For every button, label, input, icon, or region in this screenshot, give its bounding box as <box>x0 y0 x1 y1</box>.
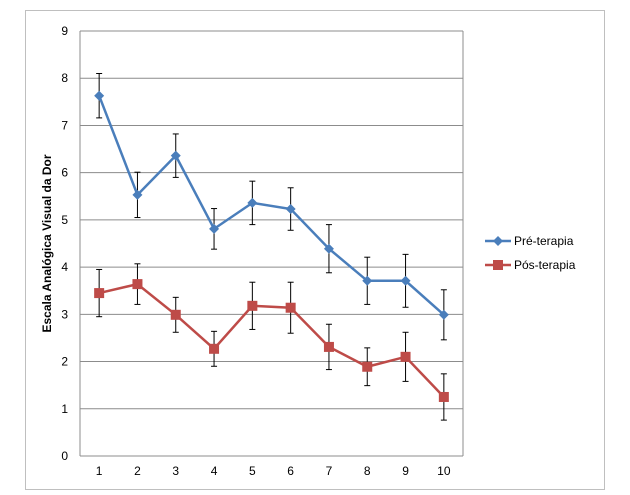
series-line-1 <box>98 282 445 398</box>
y-tick-label: 4 <box>61 260 68 274</box>
x-tick-label: 1 <box>96 464 103 478</box>
data-point <box>247 300 258 311</box>
y-tick-label: 1 <box>61 402 68 416</box>
data-point <box>170 150 181 161</box>
y-tick-label: 6 <box>61 166 68 180</box>
y-tick-label: 0 <box>61 449 68 463</box>
data-point <box>247 197 258 208</box>
x-tick-label: 4 <box>211 464 218 478</box>
data-point <box>170 309 181 320</box>
data-point <box>323 341 334 352</box>
legend-label: Pré-terapia <box>514 234 574 248</box>
y-tick-label: 2 <box>61 355 68 369</box>
x-tick-label: 3 <box>172 464 179 478</box>
legend-label: Pós-terapia <box>514 258 576 272</box>
x-tick-label: 9 <box>402 464 409 478</box>
data-point <box>400 275 411 286</box>
y-tick-label: 3 <box>61 307 68 321</box>
data-point <box>94 288 105 299</box>
data-point <box>132 189 143 200</box>
data-point <box>209 343 220 354</box>
x-tick-label: 7 <box>326 464 333 478</box>
y-tick-label: 8 <box>61 71 68 85</box>
data-point <box>362 361 373 372</box>
series-line-0 <box>97 95 445 316</box>
y-tick-label: 7 <box>61 118 68 132</box>
legend-marker <box>493 260 503 270</box>
y-axis-label: Escala Analógica Visual da Dor <box>40 154 54 332</box>
x-tick-label: 8 <box>364 464 371 478</box>
data-point <box>285 204 296 215</box>
data-point <box>323 243 334 254</box>
data-point <box>285 302 296 313</box>
data-point <box>94 90 105 101</box>
x-tick-label: 10 <box>437 464 451 478</box>
legend-marker <box>493 236 503 246</box>
data-point <box>132 279 143 290</box>
data-point <box>438 309 449 320</box>
y-tick-label: 9 <box>61 24 68 38</box>
x-tick-label: 2 <box>134 464 141 478</box>
x-tick-label: 6 <box>287 464 294 478</box>
chart-frame <box>25 10 605 490</box>
data-point <box>209 223 220 234</box>
data-point <box>400 351 411 362</box>
data-point <box>438 391 449 402</box>
y-tick-label: 5 <box>61 213 68 227</box>
data-point <box>362 275 373 286</box>
x-tick-label: 5 <box>249 464 256 478</box>
